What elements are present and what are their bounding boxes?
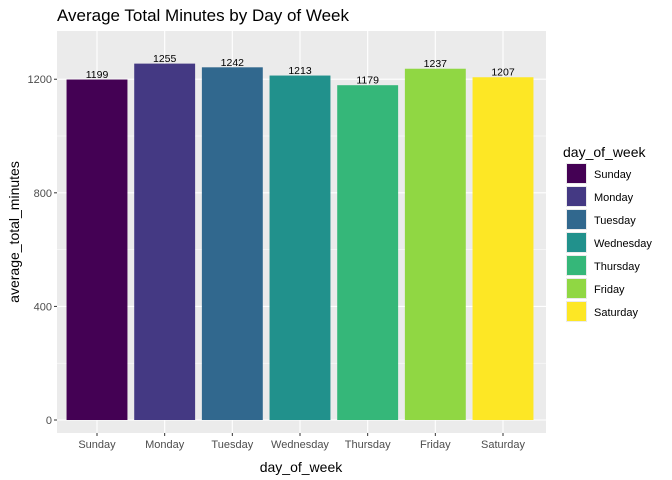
bar-thursday (337, 85, 399, 420)
legend-swatch-thursday (567, 256, 586, 275)
legend-label: Wednesday (594, 238, 652, 250)
legend-swatch-tuesday (567, 210, 586, 229)
bars (66, 63, 534, 421)
legend-title: day_of_week (563, 144, 647, 160)
legend-label: Friday (594, 284, 625, 296)
x-tick-label: Saturday (481, 439, 526, 451)
x-axis-title: day_of_week (260, 459, 344, 475)
data-label: 1242 (221, 57, 245, 69)
bar-monday (134, 63, 196, 421)
legend-swatch-wednesday (567, 233, 586, 252)
chart-title: Average Total Minutes by Day of Week (57, 6, 349, 25)
x-tick-label: Friday (420, 439, 451, 451)
legend-swatch-friday (567, 279, 586, 298)
bar-tuesday (201, 67, 263, 420)
legend-label: Thursday (594, 261, 640, 273)
data-label: 1179 (356, 75, 379, 87)
x-tick-label: Tuesday (211, 439, 253, 451)
x-tick-label: Wednesday (271, 439, 329, 451)
x-axis: Sunday Monday Tuesday Wednesday Thursday Frid… (78, 433, 526, 451)
y-axis-title: average_total_minutes (6, 161, 22, 303)
legend: day_of_week Sunday Monday Tuesday Wednesday… (563, 144, 652, 322)
bar-saturday (472, 77, 534, 421)
data-label: 1207 (491, 67, 515, 79)
bar-friday (404, 68, 466, 421)
data-label: 1199 (86, 69, 109, 81)
data-labels: 1199 1255 1242 1213 1179 1237 1207 (86, 53, 515, 87)
bar-wednesday (269, 75, 331, 420)
x-tick-label: Thursday (345, 439, 391, 451)
legend-label: Saturday (594, 307, 639, 319)
legend-label: Monday (594, 192, 634, 204)
data-label: 1255 (153, 53, 177, 65)
y-tick-label: 400 (34, 301, 52, 313)
legend-swatch-saturday (567, 302, 586, 321)
data-label: 1237 (424, 58, 448, 70)
y-tick-label: 800 (34, 188, 52, 200)
x-tick-label: Sunday (78, 439, 116, 451)
y-tick-label: 1200 (28, 74, 52, 86)
bar-sunday (66, 79, 128, 421)
legend-label: Tuesday (594, 215, 636, 227)
data-label: 1213 (288, 65, 312, 77)
x-tick-label: Monday (145, 439, 185, 451)
y-tick-label: 0 (46, 415, 52, 427)
y-axis: 0 400 800 1200 (28, 74, 57, 427)
legend-label: Sunday (594, 169, 632, 181)
legend-swatch-monday (567, 187, 586, 206)
legend-swatch-sunday (567, 164, 586, 183)
